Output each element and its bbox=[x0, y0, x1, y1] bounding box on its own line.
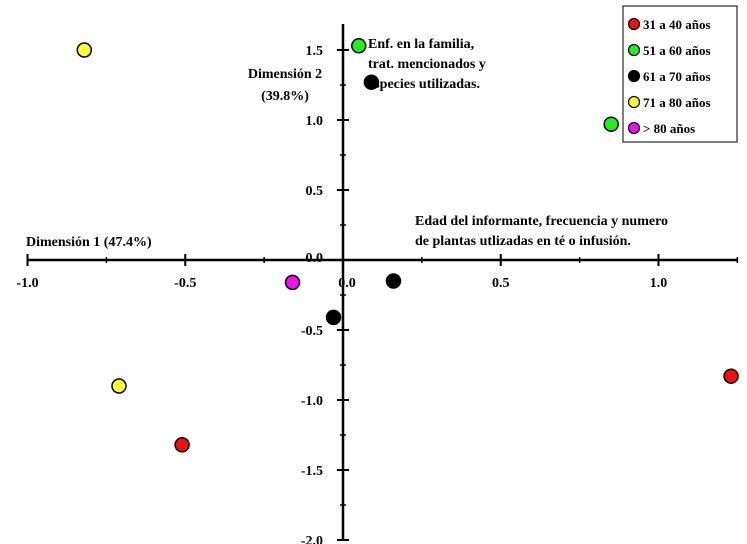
data-point bbox=[723, 368, 739, 384]
y-tick-label: 1.5 bbox=[306, 44, 324, 59]
data-point bbox=[174, 437, 190, 453]
legend-marker bbox=[627, 69, 641, 83]
x-tick-label: 1.0 bbox=[650, 276, 668, 291]
data-point bbox=[363, 74, 380, 90]
data-point bbox=[603, 116, 619, 132]
x-axis-label: Dimensión 1 (47.4%) bbox=[26, 235, 152, 250]
legend-marker bbox=[627, 121, 641, 135]
x-tick-label: -0.5 bbox=[174, 276, 196, 291]
y-tick-label: 1.0 bbox=[306, 114, 324, 129]
legend-marker bbox=[627, 17, 641, 31]
legend-label: 31 a 40 años bbox=[643, 17, 711, 32]
data-point bbox=[325, 309, 342, 326]
legend-box bbox=[622, 5, 738, 143]
legend-label: 61 a 70 años bbox=[643, 69, 711, 84]
y-axis-label-line-1: Dimensión 2 bbox=[248, 67, 322, 82]
y-tick-label: -0.5 bbox=[301, 324, 323, 339]
y-tick-label: -2.0 bbox=[301, 534, 323, 544]
annotation-top-line-3: especies utilizadas. bbox=[368, 77, 480, 92]
x-tick-label: -1.0 bbox=[16, 276, 38, 291]
annotation-top-line-1: Enf. en la familia, bbox=[368, 37, 474, 52]
y-tick-label: -1.0 bbox=[301, 394, 323, 409]
y-axis-label-line-2: (39.8%) bbox=[261, 89, 309, 104]
legend-label: 71 a 80 años bbox=[643, 95, 711, 110]
y-tick-label: 0.0 bbox=[306, 251, 324, 266]
data-point bbox=[385, 273, 402, 289]
legend: 31 a 40 años 51 a 60 años 61 a 70 años 71 a… bbox=[622, 5, 738, 143]
annotation-top-line-2: trat. mencionados y bbox=[368, 57, 486, 72]
legend-marker bbox=[627, 95, 641, 109]
annotation-right-line-2: de plantas utlizadas en té o infusión. bbox=[415, 234, 631, 249]
legend-label: > 80 años bbox=[643, 121, 695, 136]
x-ticks: -2.0-1.5-1.0-0.50.00.51.01.52.02.5 bbox=[16, 254, 739, 291]
data-point bbox=[284, 274, 301, 291]
x-tick-label: 0.5 bbox=[492, 276, 510, 291]
legend-marker bbox=[627, 43, 641, 57]
y-tick-label: 0.5 bbox=[306, 184, 324, 199]
legend-label: 51 a 60 años bbox=[643, 43, 711, 58]
data-points bbox=[76, 38, 739, 453]
y-tick-label: -1.5 bbox=[301, 464, 323, 479]
data-point bbox=[76, 42, 93, 58]
data-point bbox=[111, 378, 127, 394]
x-tick-label: 0.0 bbox=[338, 276, 356, 291]
y-ticks: -2.0 -1.5 -1.0 -0.5 0.0 0.5 1.0 1.5 bbox=[301, 44, 349, 544]
data-point bbox=[351, 38, 367, 54]
annotation-right-line-1: Edad del informante, frecuencia y numero bbox=[415, 214, 668, 229]
axes bbox=[27, 24, 738, 540]
